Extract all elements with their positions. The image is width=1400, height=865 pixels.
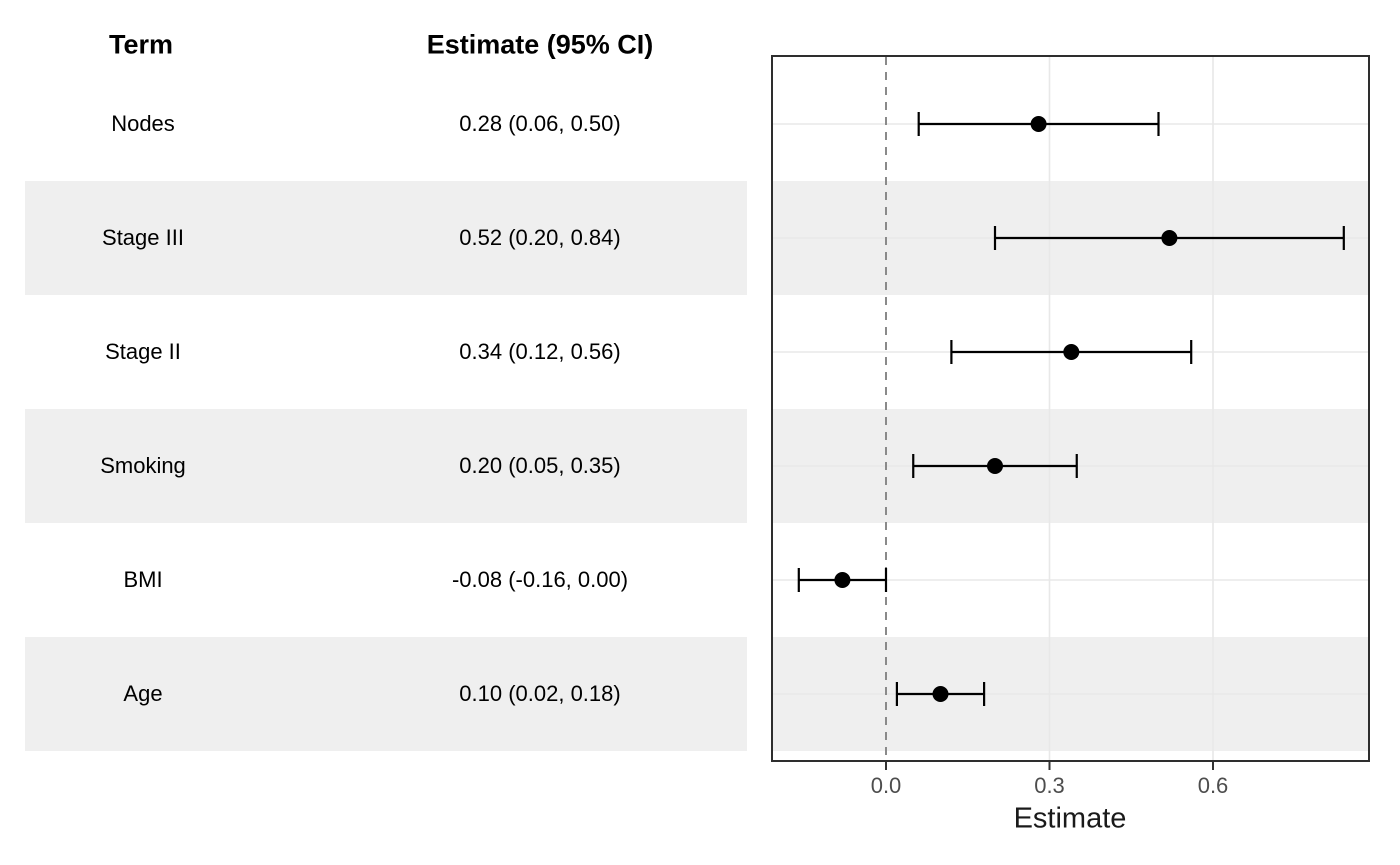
- estimate-point: [987, 458, 1003, 474]
- zebra-stripe: [25, 181, 747, 295]
- term-label: Age: [123, 681, 163, 706]
- term-label: BMI: [123, 567, 163, 592]
- plot-panel: [771, 55, 1370, 770]
- x-tick-label: 0.6: [1197, 773, 1229, 798]
- estimate-ci-label: 0.34 (0.12, 0.56): [459, 339, 621, 364]
- term-label: Stage II: [105, 339, 181, 364]
- term-label: Nodes: [111, 111, 175, 136]
- term-label: Stage III: [102, 225, 184, 250]
- estimate-ci-label: 0.28 (0.06, 0.50): [459, 111, 621, 136]
- estimate-column-header: Estimate (95% CI): [426, 29, 654, 60]
- term-column-header: Term: [108, 29, 174, 60]
- x-tick-label: 0.3: [1034, 773, 1065, 798]
- zebra-stripe: [25, 409, 747, 523]
- panel-border: [771, 55, 1370, 762]
- estimate-point: [1063, 344, 1080, 360]
- estimate-ci-label: 0.10 (0.02, 0.18): [459, 681, 621, 706]
- estimate-point: [932, 686, 949, 702]
- estimate-point: [834, 572, 851, 588]
- x-tick-label: 0.0: [870, 773, 902, 798]
- x-axis-title: Estimate: [1013, 802, 1127, 835]
- estimate-ci-label: 0.20 (0.05, 0.35): [459, 453, 621, 478]
- zebra-stripe: [25, 637, 747, 751]
- estimate-ci-label: 0.52 (0.20, 0.84): [459, 225, 621, 250]
- estimate-point: [1161, 230, 1178, 246]
- term-label: Smoking: [100, 453, 186, 478]
- estimate-point: [1030, 116, 1047, 132]
- estimate-ci-label: -0.08 (-0.16, 0.00): [451, 567, 629, 592]
